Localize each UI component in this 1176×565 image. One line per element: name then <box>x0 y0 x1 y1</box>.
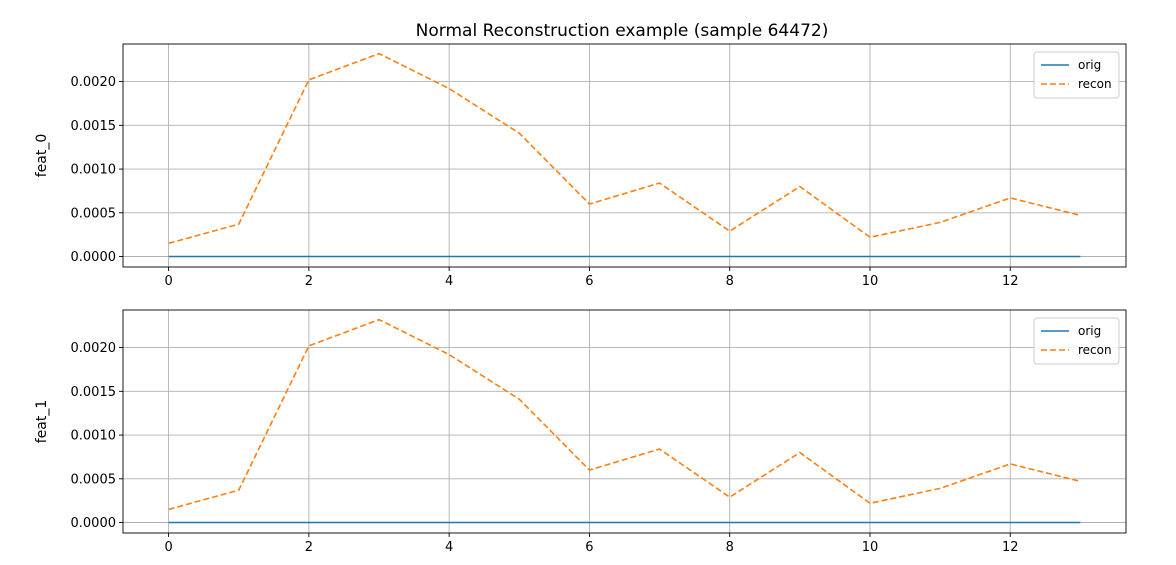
x-tick-label: 4 <box>445 540 453 555</box>
x-tick-label: 8 <box>726 540 734 555</box>
y-tick-label: 0.0015 <box>71 385 117 400</box>
subplot-feat-0: 0 2 4 6 8 10 12 0.0000 0.0005 0.0010 0.0015 0.0020 f… <box>34 43 1127 289</box>
x-tick-label: 2 <box>305 274 313 289</box>
figure-title: Normal Reconstruction example (sample 64… <box>416 21 829 41</box>
legend-box <box>1033 51 1120 99</box>
legend-box <box>1033 317 1120 365</box>
axes-frame <box>122 309 1127 534</box>
legend-label-recon: recon <box>1078 343 1112 357</box>
x-tick-label: 6 <box>585 274 593 289</box>
x-tick-label: 12 <box>1002 540 1019 555</box>
x-tick-label: 0 <box>164 274 172 289</box>
legend-label-recon: recon <box>1078 77 1112 91</box>
legend-label-orig: orig <box>1078 324 1101 338</box>
y-tick-label: 0.0020 <box>71 341 117 356</box>
series-line-recon <box>168 318 1081 511</box>
x-tick-label: 10 <box>862 274 879 289</box>
y-axis-label: feat_0 <box>34 134 50 178</box>
x-tick-label: 4 <box>445 274 453 289</box>
y-tick-label: 0.0000 <box>71 516 117 531</box>
y-tick-label: 0.0005 <box>71 472 117 487</box>
y-tick-label: 0.0010 <box>71 163 117 178</box>
subplot-feat-1: 0 2 4 6 8 10 12 0.0000 0.0005 0.0010 0.0015 0.0020 f… <box>34 309 1127 555</box>
y-tick-label: 0.0000 <box>71 250 117 265</box>
x-tick-label: 2 <box>305 540 313 555</box>
y-tick-label: 0.0020 <box>71 75 117 90</box>
legend: orig recon <box>1033 317 1120 365</box>
x-tick-label: 6 <box>585 540 593 555</box>
y-tick-label: 0.0015 <box>71 119 117 134</box>
legend-label-orig: orig <box>1078 58 1101 72</box>
legend: orig recon <box>1033 51 1120 99</box>
axes-frame <box>122 43 1127 268</box>
y-axis-label: feat_1 <box>34 400 50 444</box>
y-tick-label: 0.0005 <box>71 206 117 221</box>
series-line-recon <box>168 52 1081 245</box>
x-tick-label: 0 <box>164 540 172 555</box>
x-tick-label: 10 <box>862 540 879 555</box>
x-tick-label: 8 <box>726 274 734 289</box>
x-tick-label: 12 <box>1002 274 1019 289</box>
y-tick-label: 0.0010 <box>71 429 117 444</box>
